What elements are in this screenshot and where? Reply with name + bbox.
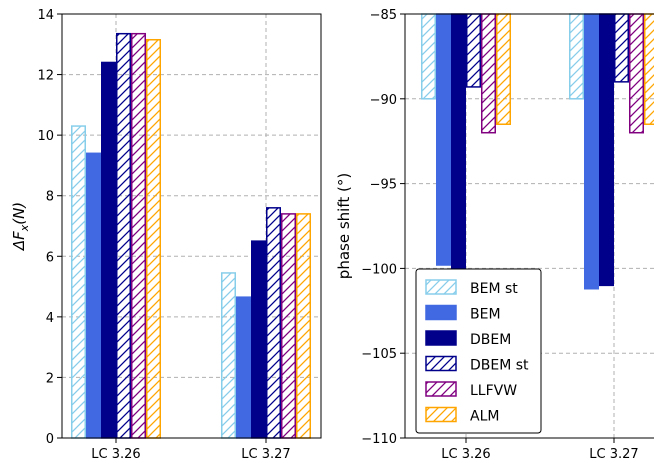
bar-dbem-lc-3-26 xyxy=(101,61,116,439)
bar-dbem-st-lc-3-26 xyxy=(466,13,481,88)
bar-llfvw-lc-3-26 xyxy=(481,13,496,134)
x-tick-label: LC 3.26 xyxy=(91,447,140,462)
y-tick-label: 10 xyxy=(37,129,54,144)
left-bars xyxy=(71,32,311,439)
y-tick-label: 8 xyxy=(46,190,54,205)
bar-bem-st-lc-3-27 xyxy=(569,13,584,100)
right-bars xyxy=(421,13,654,290)
right-chart: −110 −105 −100 −95 −90 −85 LC 3.26 LC 3.27 pha… xyxy=(335,8,654,462)
right-y-axis-label: phase shift (°) xyxy=(335,173,353,279)
legend-label-alm: ALM xyxy=(470,409,499,425)
legend-label-bem: BEM xyxy=(470,307,501,323)
bar-llfvw-lc-3-27 xyxy=(281,213,296,439)
y-tick-label: −90 xyxy=(370,93,397,108)
bar-bem-lc-3-27 xyxy=(584,13,599,290)
right-yticks: −110 −105 −100 −95 −90 −85 xyxy=(361,8,405,447)
x-tick-label: LC 3.26 xyxy=(441,447,490,462)
legend-label-dbem: DBEM xyxy=(470,332,511,348)
y-tick-label: 14 xyxy=(37,8,54,23)
bar-alm-lc-3-26 xyxy=(496,13,511,125)
legend-label-bem-st: BEM st xyxy=(470,281,518,297)
left-y-axis-label: ΔFx(N) xyxy=(10,202,31,251)
x-tick-label: LC 3.27 xyxy=(589,447,638,462)
bar-alm-lc-3-27 xyxy=(296,213,311,439)
bar-dbem-st-lc-3-27 xyxy=(614,13,629,83)
legend: BEM st BEM DBEM DBEM st LLFVW ALM xyxy=(415,268,542,434)
x-tick-label: LC 3.27 xyxy=(241,447,290,462)
bar-alm-lc-3-27 xyxy=(644,13,654,125)
bar-dbem-lc-3-27 xyxy=(599,13,614,287)
legend-swatch-alm xyxy=(425,406,457,423)
left-xticks: LC 3.26 LC 3.27 xyxy=(91,438,291,462)
y-tick-label: 12 xyxy=(37,69,54,84)
y-tick-label: 6 xyxy=(46,250,54,265)
bar-bem-st-lc-3-26 xyxy=(421,13,436,100)
y-tick-label: 0 xyxy=(46,432,54,447)
y-tick-label: −95 xyxy=(370,178,397,193)
bar-llfvw-lc-3-27 xyxy=(629,13,644,134)
y-tick-label: −105 xyxy=(361,347,397,362)
y-tick-label: −110 xyxy=(361,432,397,447)
right-axes-frame xyxy=(404,13,654,439)
left-yticks: 0 2 4 6 8 10 12 14 xyxy=(37,8,62,447)
bar-bem-lc-3-26 xyxy=(86,152,101,439)
bar-bem-st-lc-3-27 xyxy=(221,272,236,439)
bar-dbem-lc-3-26 xyxy=(451,13,466,275)
bar-alm-lc-3-26 xyxy=(146,38,161,439)
legend-swatch-llfvw xyxy=(425,381,457,397)
y-tick-label: 4 xyxy=(46,311,54,326)
y-tick-label: 2 xyxy=(46,371,54,386)
legend-label-dbem-st: DBEM st xyxy=(470,358,529,374)
legend-swatch-dbem xyxy=(425,330,457,346)
bar-dbem-st-lc-3-26 xyxy=(116,32,131,439)
bar-bem-lc-3-27 xyxy=(236,296,251,439)
legend-label-llfvw: LLFVW xyxy=(470,383,517,399)
bar-llfvw-lc-3-26 xyxy=(131,32,146,439)
legend-swatch-bem xyxy=(425,304,457,321)
legend-swatch-bem-st xyxy=(425,279,457,295)
bar-dbem-st-lc-3-27 xyxy=(266,207,281,439)
right-xticks: LC 3.26 LC 3.27 xyxy=(441,438,639,462)
legend-swatch-dbem-st xyxy=(425,355,457,372)
y-tick-label: −85 xyxy=(370,8,397,23)
bar-bem-lc-3-26 xyxy=(436,13,451,266)
y-tick-label: −100 xyxy=(361,262,397,277)
bar-dbem-lc-3-27 xyxy=(251,240,266,439)
left-axes-frame xyxy=(61,13,322,439)
bar-bem-st-lc-3-26 xyxy=(71,125,86,439)
left-chart: 0 2 4 6 8 10 12 14 LC 3.26 LC 3.27 ΔFx(N) xyxy=(10,8,322,462)
